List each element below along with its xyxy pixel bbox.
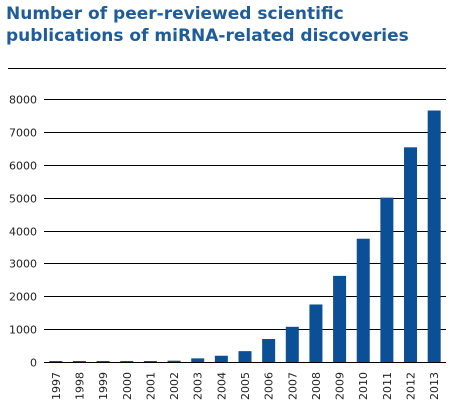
bar-2002: [167, 360, 181, 362]
bar-2008: [309, 304, 323, 362]
x-tick-label: 2005: [239, 372, 252, 400]
x-tick-label: 1997: [50, 372, 63, 400]
bars: [49, 110, 441, 363]
x-tick-label: 2006: [263, 372, 276, 400]
x-tick-label: 2011: [381, 372, 394, 400]
bar-1997: [49, 361, 63, 362]
chart-title: Number of peer-reviewed scientific publi…: [6, 4, 409, 46]
y-tick-label: 7000: [9, 127, 37, 140]
bar-2007: [285, 326, 299, 362]
gridlines: [44, 99, 446, 363]
title-divider: [8, 68, 446, 69]
x-tick-label: 2003: [192, 372, 205, 400]
bar-2001: [143, 361, 157, 362]
x-axis-ticks: 1997 1998 1999 2000 2001 2002 2003 2004 2005 2006…: [50, 372, 441, 400]
x-tick-label: 2012: [405, 372, 418, 400]
y-axis-ticks: 0 1000 2000 3000 4000 5000 6000 7000 8000: [9, 94, 37, 370]
x-tick-label: 2007: [286, 372, 299, 400]
x-tick-label: 1998: [73, 372, 86, 400]
x-tick-label: 2010: [357, 372, 370, 400]
x-tick-label: 2013: [428, 372, 441, 400]
x-tick-label: 1999: [97, 372, 110, 400]
y-tick-label: 2000: [9, 291, 37, 304]
bar-2003: [191, 358, 205, 362]
bar-2010: [356, 238, 370, 362]
bar-2012: [404, 147, 418, 362]
y-tick-label: 1000: [9, 324, 37, 337]
x-tick-label: 2002: [168, 372, 181, 400]
y-tick-label: 8000: [9, 94, 37, 107]
y-tick-label: 5000: [9, 193, 37, 206]
y-tick-label: 4000: [9, 226, 37, 239]
x-tick-label: 2001: [144, 372, 157, 400]
bar-2000: [120, 361, 134, 362]
bar-2011: [380, 197, 394, 363]
y-tick-label: 6000: [9, 160, 37, 173]
bar-2006: [262, 338, 276, 362]
x-tick-label: 2009: [334, 372, 347, 400]
bar-2009: [333, 275, 347, 362]
x-tick-label: 2004: [215, 372, 228, 400]
x-tick-label: 2000: [121, 372, 134, 400]
y-tick-label: 0: [30, 357, 37, 370]
y-tick-label: 3000: [9, 258, 37, 271]
bar-2013: [427, 110, 441, 362]
bar-2004: [214, 355, 228, 362]
bar-1999: [96, 361, 110, 362]
bar-2005: [238, 351, 252, 362]
bar-1998: [72, 361, 86, 362]
x-tick-label: 2008: [310, 372, 323, 400]
